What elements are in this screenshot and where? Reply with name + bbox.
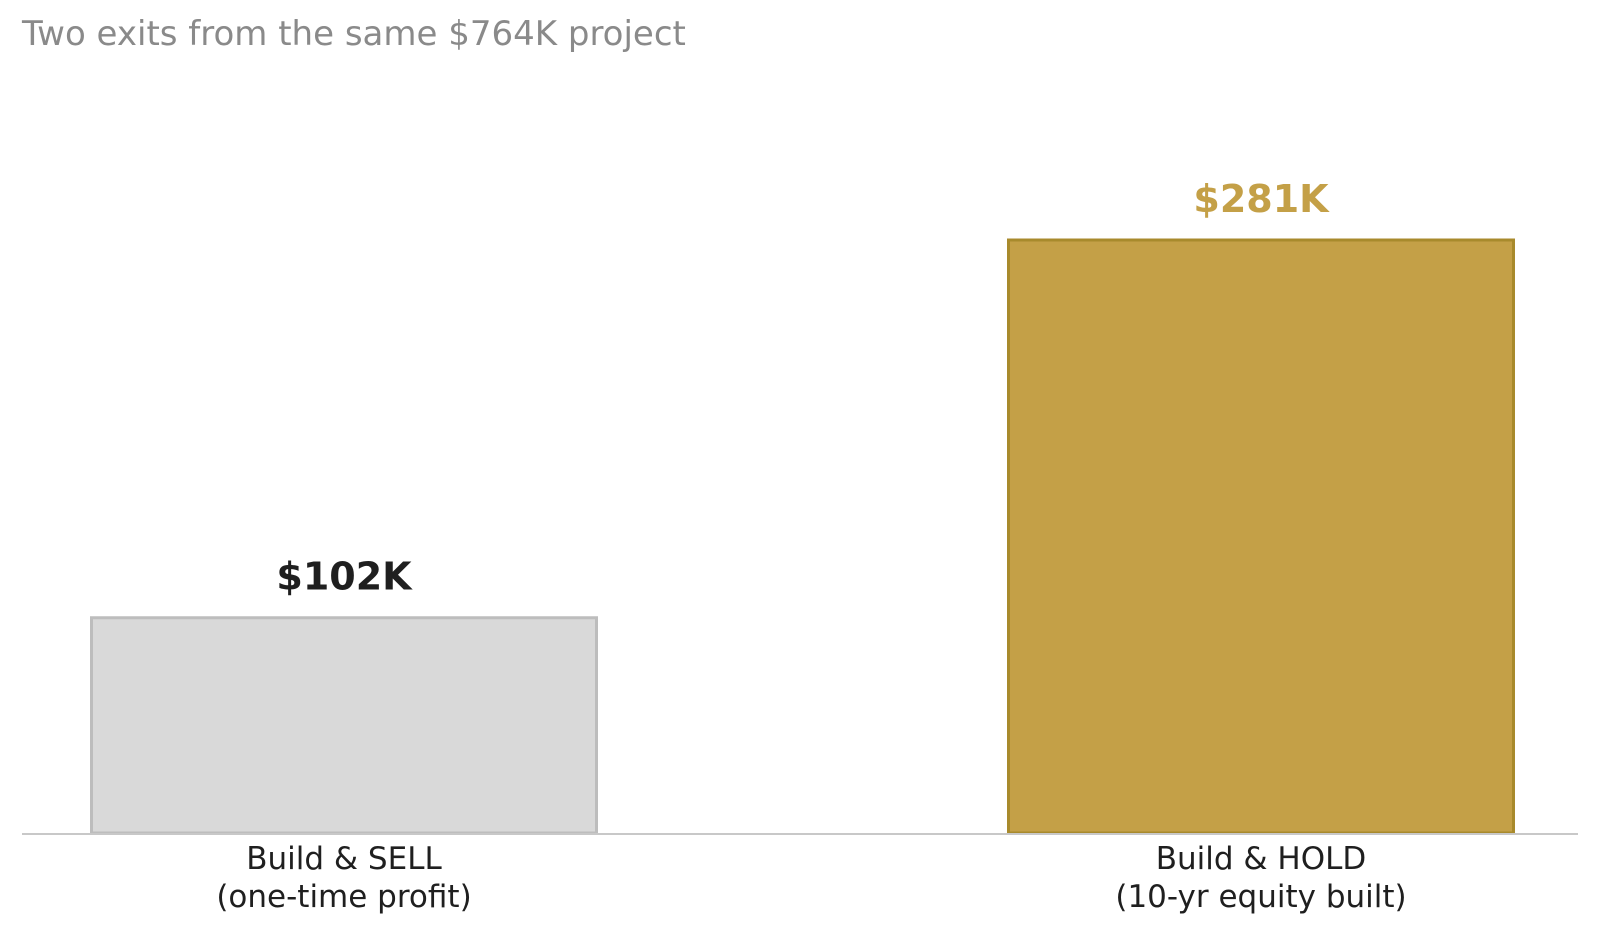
labels-layer: $102K Build & SELL(one-time profit) $281K B… [216,177,1406,915]
value-label-1: $102K [276,555,413,599]
category-label-1-line-2: (one-time profit) [216,879,471,915]
value-label-2: $281K [1193,177,1330,221]
bar-1 [90,616,598,835]
category-label-2-line-2: (10-yr equity built) [1115,879,1406,915]
bar-2 [1007,238,1515,835]
category-label-2-line-1: Build & HOLD [1156,841,1367,877]
chart-title: Two exits from the same $764K project [22,14,686,54]
bars-layer [90,238,1515,835]
category-label-1-line-1: Build & SELL [246,841,442,877]
